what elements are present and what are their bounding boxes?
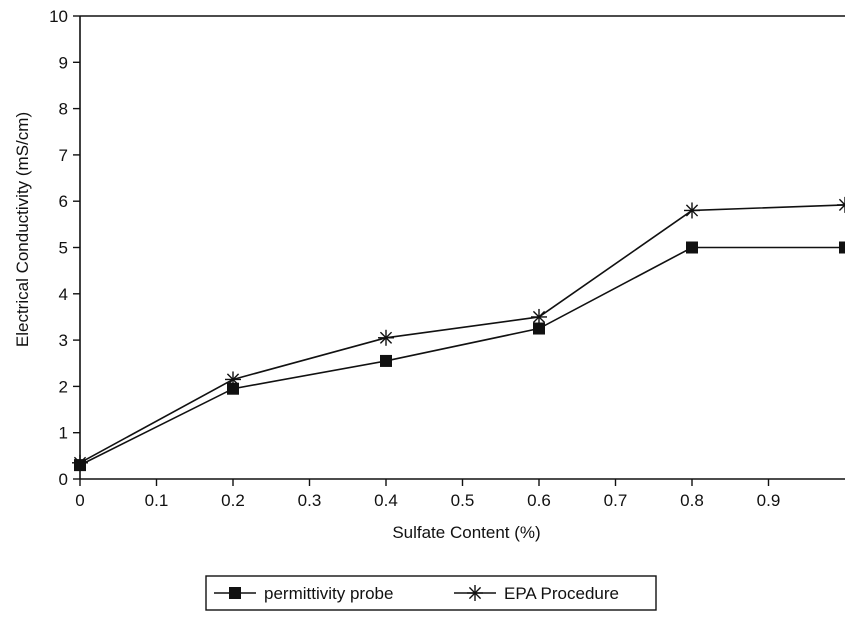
- y-tick-label: 10: [49, 7, 68, 26]
- y-tick-label: 6: [59, 192, 68, 211]
- legend-box: [205, 575, 657, 611]
- legend-label: permittivity probe: [264, 584, 393, 603]
- series-layer: [72, 196, 845, 472]
- y-tick-label: 3: [59, 331, 68, 350]
- y-tick-label: 8: [59, 100, 68, 119]
- series-line: [79, 246, 845, 466]
- data-point: [225, 371, 241, 388]
- y-axis-title: Electrical Conductivity (mS/cm): [13, 112, 32, 347]
- y-tick-label: 5: [59, 239, 68, 258]
- data-point: [839, 241, 845, 254]
- data-point: [380, 354, 392, 367]
- data-point: [72, 454, 88, 471]
- y-axis-ticks: 0 1 2 3 4 5 6 7 8 9 10: [49, 7, 80, 489]
- data-point: [684, 202, 700, 219]
- data-point: [837, 196, 845, 213]
- legend-item-permittivity-probe: permittivity probe: [214, 584, 393, 603]
- data-point: [531, 308, 547, 325]
- asterisk-stroke: [838, 203, 845, 211]
- x-tick-label: 0.1: [145, 491, 169, 510]
- x-tick-label: 0.7: [604, 491, 628, 510]
- legend-item-epa-procedure: EPA Procedure: [454, 584, 619, 603]
- data-point: [533, 322, 545, 335]
- legend-marker-asterisk: [467, 585, 483, 601]
- series-line: [79, 204, 845, 464]
- y-tick-label: 2: [59, 377, 68, 396]
- x-axis-ticks: 0 0.1 0.2 0.3 0.4 0.5 0.6 0.7 0.8 0.9: [75, 479, 780, 510]
- x-tick-label: 0.2: [221, 491, 245, 510]
- legend-marker-square: [229, 587, 241, 599]
- legend-label: EPA Procedure: [504, 584, 619, 603]
- x-tick-label: 0: [75, 491, 84, 510]
- x-tick-label: 0.6: [527, 491, 551, 510]
- y-tick-label: 9: [59, 53, 68, 72]
- x-tick-label: 0.4: [374, 491, 398, 510]
- y-tick-label: 0: [59, 470, 68, 489]
- asterisk-stroke: [838, 198, 845, 206]
- data-point: [227, 382, 239, 395]
- x-tick-label: 0.5: [451, 491, 475, 510]
- y-tick-label: 7: [59, 146, 68, 165]
- legend-items: permittivity probe EPA Procedure: [214, 584, 619, 603]
- y-tick-label: 4: [59, 285, 68, 304]
- series-permittivity-probe: [74, 241, 845, 472]
- x-tick-label: 0.8: [680, 491, 704, 510]
- series-epa-procedure: [72, 196, 845, 471]
- y-tick-label: 1: [59, 424, 68, 443]
- data-point: [686, 241, 698, 254]
- legend: permittivity probe EPA Procedure: [205, 575, 657, 611]
- data-point: [378, 329, 394, 346]
- x-tick-label: 0.9: [757, 491, 781, 510]
- x-axis-title: Sulfate Content (%): [392, 523, 540, 542]
- x-tick-label: 0.3: [298, 491, 322, 510]
